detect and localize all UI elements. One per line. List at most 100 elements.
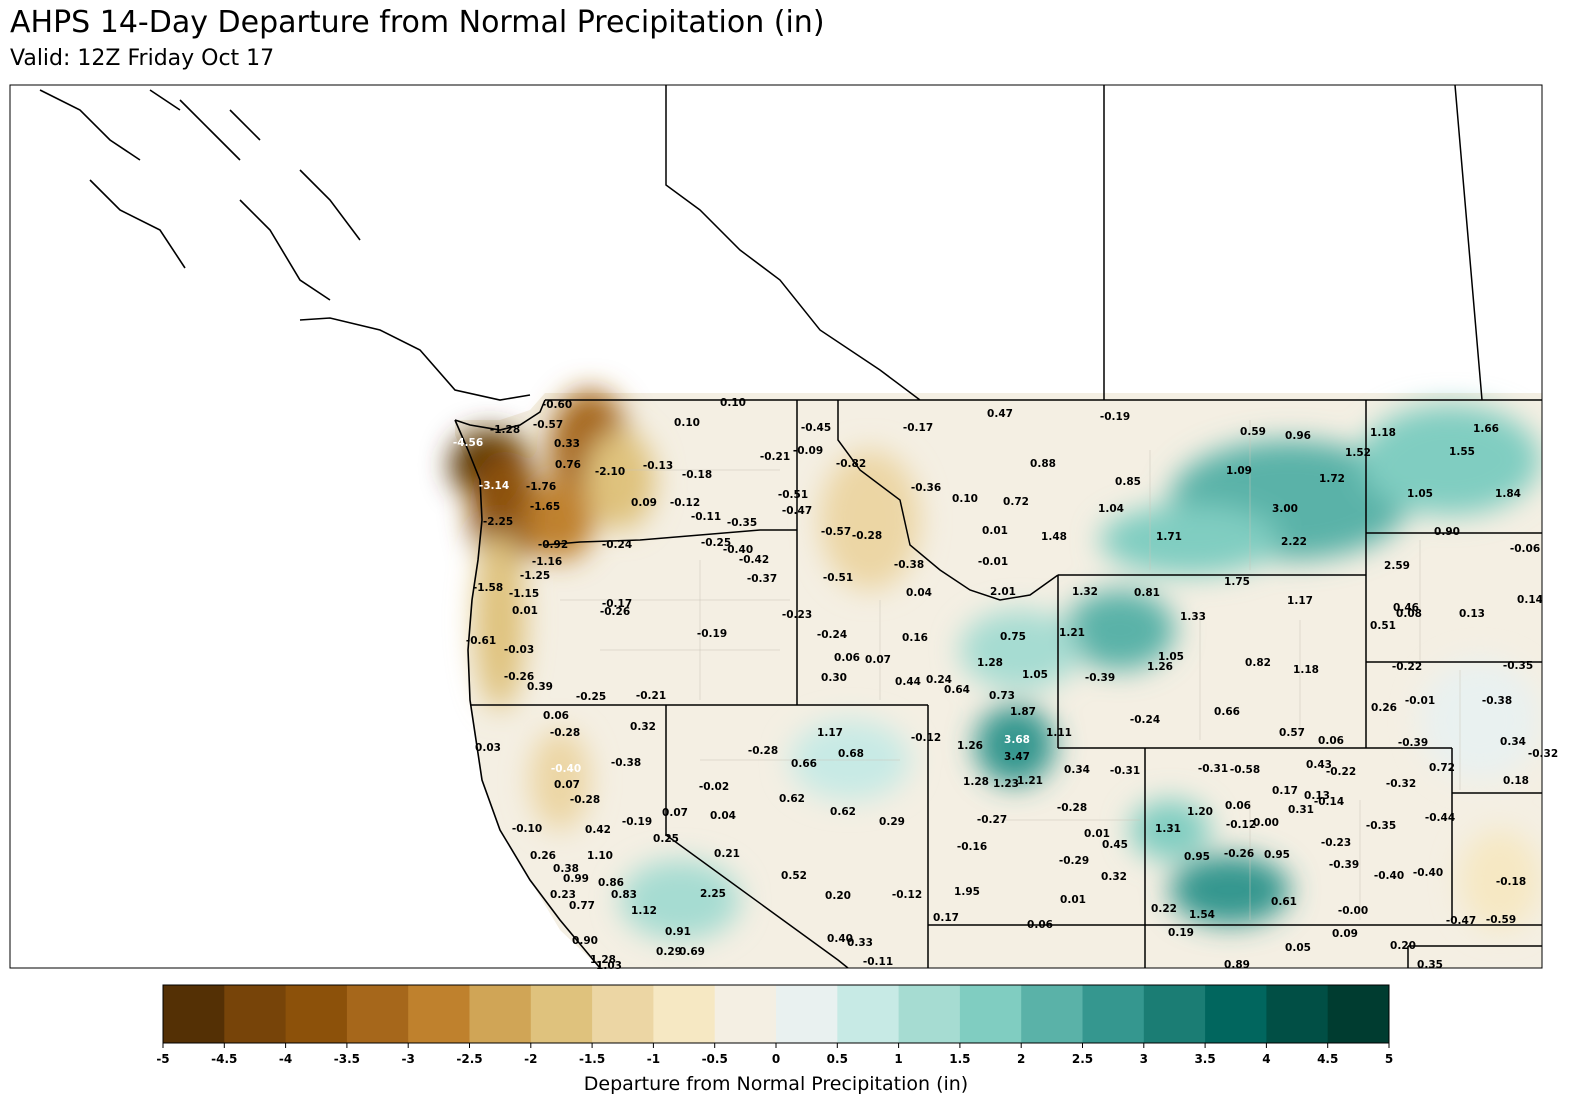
colorbar-tick-label: 5 xyxy=(1385,1052,1393,1066)
colorbar-tick-label: 0 xyxy=(772,1052,780,1066)
station-value: -0.03 xyxy=(504,644,534,656)
colorbar-tick-label: -1 xyxy=(647,1052,660,1066)
station-value: 1.48 xyxy=(1041,531,1067,543)
precip-field xyxy=(450,390,1542,968)
station-value: -0.25 xyxy=(701,537,731,549)
station-value: -0.82 xyxy=(836,458,866,470)
station-value: -0.35 xyxy=(1366,820,1396,832)
station-value: -0.16 xyxy=(957,841,987,853)
station-value: -0.00 xyxy=(1338,905,1368,917)
station-value: 1.04 xyxy=(1098,503,1124,515)
station-value: -0.31 xyxy=(1198,763,1228,775)
colorbar-tick-label: -3 xyxy=(402,1052,415,1066)
colorbar-bin xyxy=(592,985,654,1043)
station-value: -0.51 xyxy=(823,572,853,584)
colorbar-tick-label: 4 xyxy=(1262,1052,1270,1066)
station-value: -0.60 xyxy=(542,399,572,411)
colorbar-bin xyxy=(898,985,961,1043)
station-value: -0.26 xyxy=(504,671,534,683)
station-value: 0.10 xyxy=(720,397,746,409)
station-value: 0.34 xyxy=(1064,764,1090,776)
map-title: AHPS 14-Day Departure from Normal Precip… xyxy=(10,5,825,40)
station-value: 1.84 xyxy=(1495,488,1521,500)
colorbar-label: Departure from Normal Precipitation (in) xyxy=(584,1073,968,1095)
station-value: -0.32 xyxy=(1528,748,1558,760)
station-value: 0.91 xyxy=(665,926,691,938)
station-value: -0.39 xyxy=(1085,672,1115,684)
station-value: 0.61 xyxy=(1271,896,1297,908)
station-value: -0.31 xyxy=(1110,765,1140,777)
shading xyxy=(450,390,1540,940)
station-value: -1.25 xyxy=(520,570,550,582)
station-value: 1.20 xyxy=(1187,806,1213,818)
station-value: 0.39 xyxy=(527,681,553,693)
colorbar-bin xyxy=(776,985,838,1043)
station-value: 1.31 xyxy=(1155,823,1181,835)
station-value: -0.35 xyxy=(1503,660,1533,672)
station-value: 0.86 xyxy=(598,877,624,889)
station-value: 3.47 xyxy=(1004,751,1030,763)
colorbar-bin xyxy=(1266,985,1329,1043)
station-value: 1.21 xyxy=(1017,775,1043,787)
station-value: 1.33 xyxy=(1180,611,1206,623)
station-value: 0.96 xyxy=(1285,430,1311,442)
station-value: -0.06 xyxy=(1510,543,1540,555)
map-area xyxy=(9,84,1543,969)
colorbar-tick-label: 3.5 xyxy=(1194,1052,1215,1066)
station-value: -0.12 xyxy=(1226,819,1256,831)
colorbar-bin xyxy=(224,985,287,1043)
station-value: -0.40 xyxy=(1413,867,1443,879)
station-value: 1.71 xyxy=(1156,531,1182,543)
station-value: -0.09 xyxy=(793,445,823,457)
station-value: 0.44 xyxy=(895,676,921,688)
station-value: 0.03 xyxy=(475,742,501,754)
station-value: -0.21 xyxy=(760,451,790,463)
station-value: -0.92 xyxy=(538,539,568,551)
station-value: 1.55 xyxy=(1449,446,1475,458)
colorbar-bin xyxy=(408,985,470,1043)
station-value: 0.66 xyxy=(791,758,817,770)
station-value: 0.46 xyxy=(1393,602,1419,614)
station-value: 0.01 xyxy=(982,525,1008,537)
station-value: 0.08 xyxy=(1396,608,1422,620)
station-value: 0.83 xyxy=(611,889,637,901)
station-value: -0.29 xyxy=(1059,855,1089,867)
station-value: 0.75 xyxy=(1000,631,1026,643)
station-value: 0.81 xyxy=(1134,587,1160,599)
station-value: 1.28 xyxy=(590,954,616,966)
station-value: -1.15 xyxy=(509,588,539,600)
station-value: -0.38 xyxy=(894,559,924,571)
station-value: 0.09 xyxy=(631,497,657,509)
station-value: -0.28 xyxy=(1057,802,1087,814)
station-value: 3.68 xyxy=(1004,734,1030,746)
station-value: 0.14 xyxy=(1517,594,1543,606)
station-value: 0.73 xyxy=(989,690,1015,702)
station-value: 0.21 xyxy=(714,848,740,860)
station-value: -0.26 xyxy=(600,606,630,618)
station-value: -0.39 xyxy=(1398,737,1428,749)
station-value: 1.23 xyxy=(993,778,1019,790)
station-value: 0.62 xyxy=(779,793,805,805)
station-value: 0.07 xyxy=(662,807,688,819)
colorbar-bin xyxy=(714,985,777,1043)
colorbar-bin xyxy=(959,985,1022,1043)
station-value: -0.57 xyxy=(821,526,851,538)
station-value: -3.14 xyxy=(479,480,509,492)
station-value: 0.82 xyxy=(1245,657,1271,669)
station-value: 1.26 xyxy=(957,740,983,752)
station-value: 0.95 xyxy=(1264,849,1290,861)
station-value: 1.18 xyxy=(1293,664,1319,676)
station-value: -0.45 xyxy=(801,422,831,434)
station-value: 1.72 xyxy=(1319,473,1345,485)
station-value: -1.65 xyxy=(530,501,560,513)
station-value: 1.32 xyxy=(1072,586,1098,598)
station-value: -0.47 xyxy=(1446,915,1476,927)
station-value: 1.17 xyxy=(817,727,843,739)
station-value: -0.12 xyxy=(911,732,941,744)
station-value: -0.40 xyxy=(1374,870,1404,882)
station-value: 0.06 xyxy=(543,710,569,722)
station-value: 1.26 xyxy=(1147,661,1173,673)
station-value: 0.20 xyxy=(1390,940,1416,952)
station-value: 2.01 xyxy=(990,586,1016,598)
station-value: 0.23 xyxy=(550,889,576,901)
